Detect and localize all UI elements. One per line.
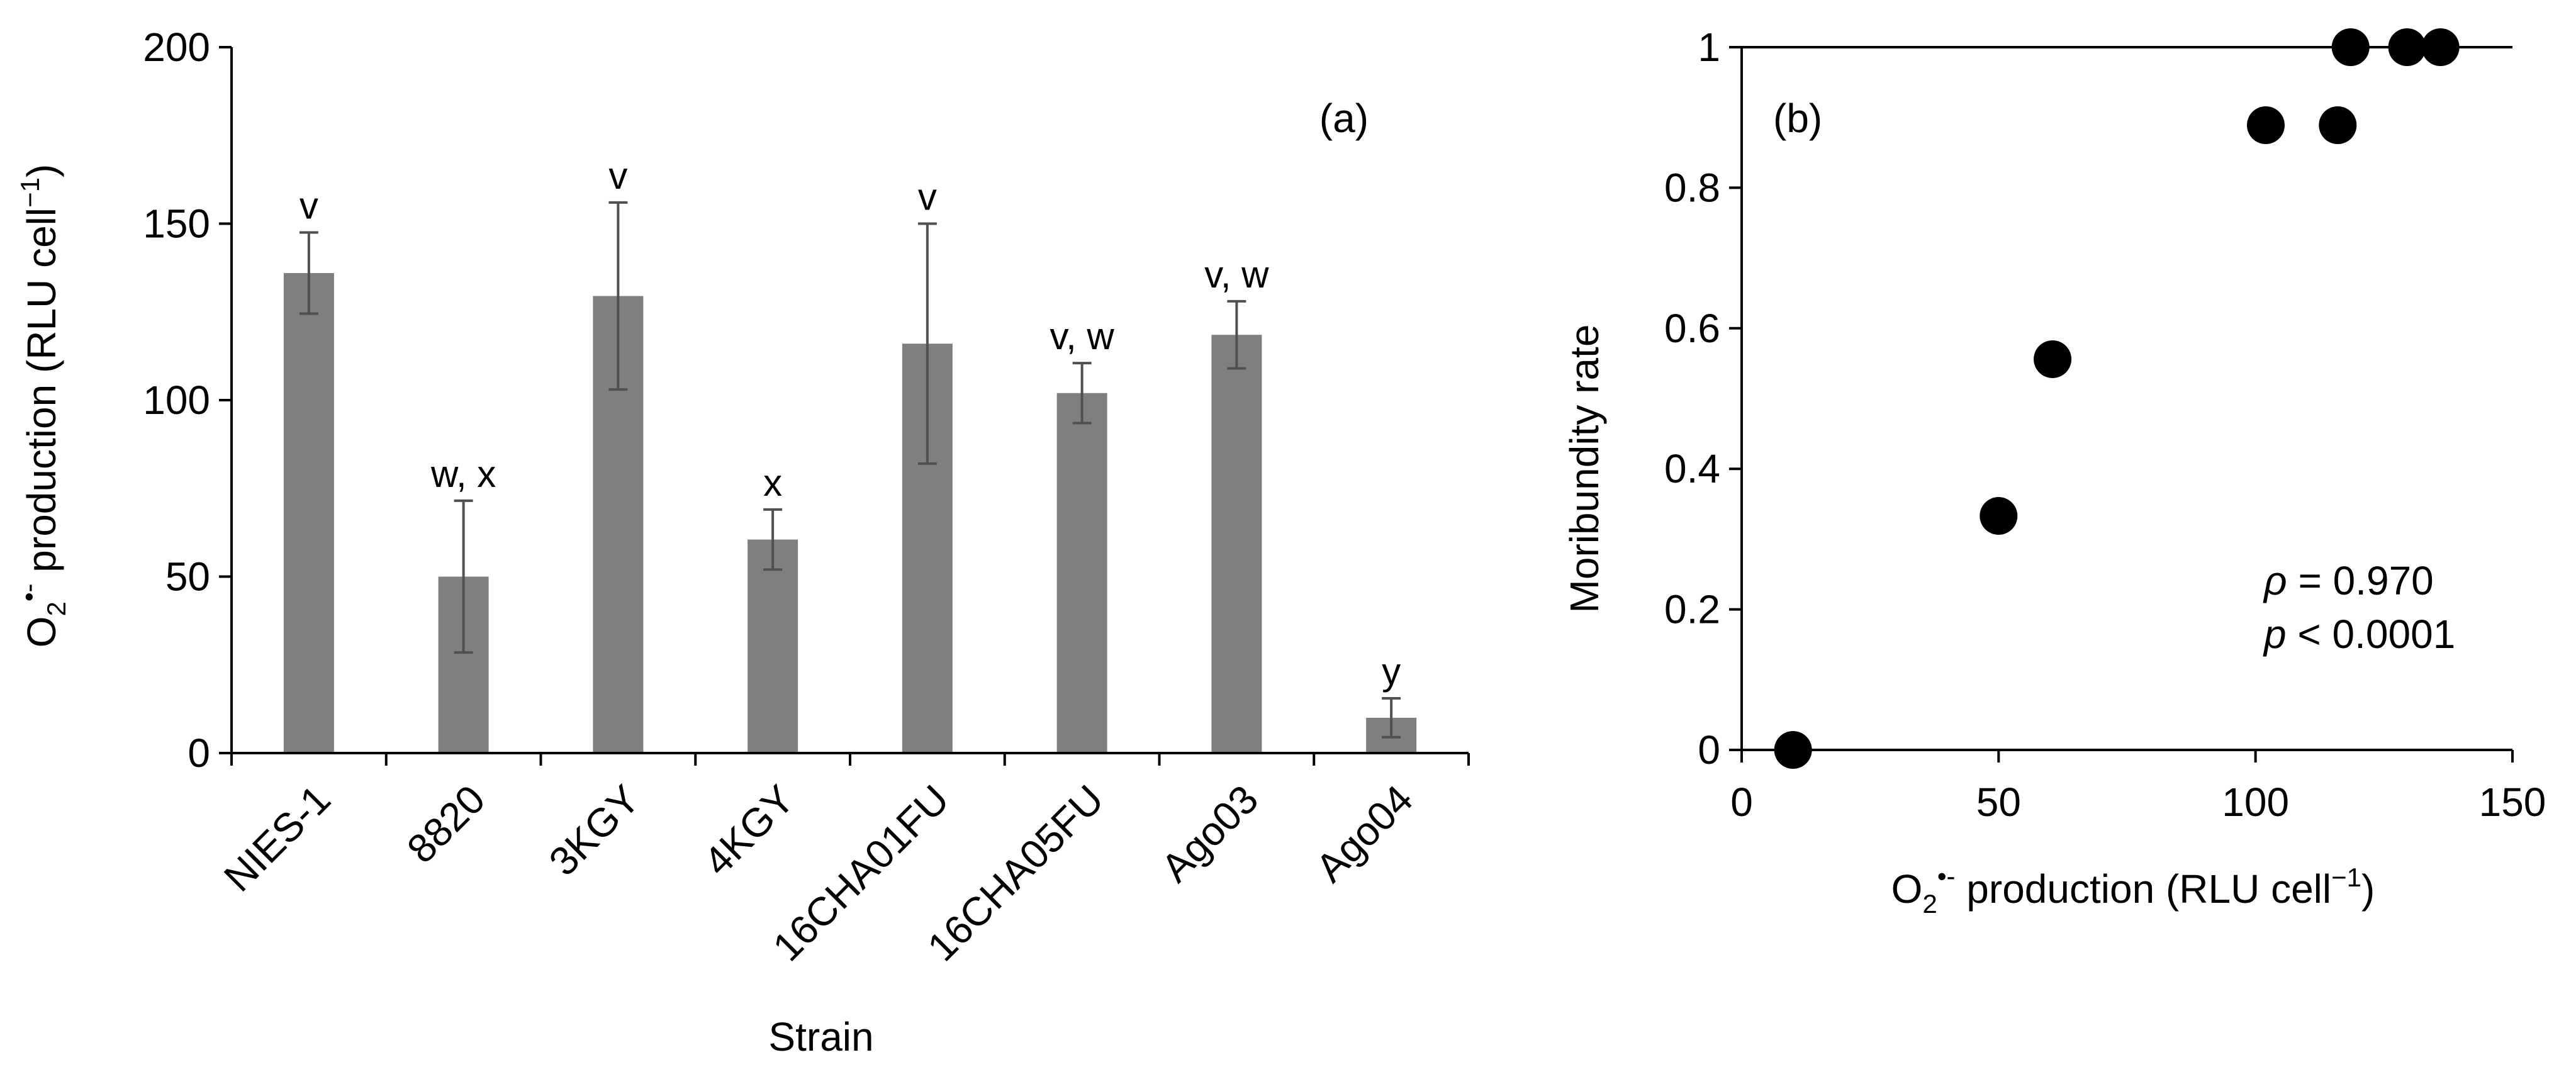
- panel-a-label: (a): [1319, 96, 1369, 141]
- y-axis-title-o: O: [19, 617, 64, 648]
- x-axis-title-text: production (RLU cell: [1956, 866, 2332, 912]
- x-tick-label: Ago04: [1307, 776, 1421, 891]
- panel-b-scatter-chart: (b) 0 50 100 150 0 0.2 0.4 0.6 0.8 1 ρ = 0.970 p…: [1562, 25, 2546, 919]
- scatter-point: [2331, 28, 2370, 66]
- y-axis-ticks: 0 0.2 0.4 0.6 0.8 1: [1664, 25, 1742, 773]
- y-tick-label: 150: [143, 201, 210, 247]
- y-axis-title-text: production (RLU cell: [19, 208, 64, 584]
- p-annotation: p < 0.0001: [2263, 612, 2455, 657]
- p-symbol: p: [2263, 612, 2287, 657]
- scatter-point: [2388, 28, 2426, 66]
- x-axis-title-subscript: 2: [1922, 889, 1937, 919]
- x-tick-label: 0: [1730, 779, 1753, 825]
- significance-label: v: [918, 176, 937, 218]
- x-axis-ticks: 0 50 100 150: [1730, 750, 2546, 825]
- y-tick-label: 50: [165, 554, 210, 600]
- error-bar-series: [299, 201, 1401, 739]
- y-tick-label: 0.4: [1664, 446, 1720, 491]
- x-tick-label: NIES-1: [215, 776, 339, 900]
- x-tick-label: Ago03: [1153, 776, 1267, 891]
- y-axis-title-superscript: •-: [14, 583, 43, 601]
- bar: [1211, 335, 1262, 753]
- x-tick-label: 3KGY: [540, 776, 649, 885]
- y-tick-label: 1: [1698, 25, 1720, 70]
- rho-value: = 0.970: [2287, 558, 2434, 603]
- scatter-point: [1980, 497, 2018, 535]
- significance-label: y: [1382, 651, 1401, 693]
- significance-label: x: [763, 462, 782, 504]
- x-tick-label: 100: [2222, 779, 2289, 825]
- x-axis-title: O2•- production (RLU cell−1): [1891, 861, 2375, 919]
- x-axis-ticks: [230, 753, 1470, 766]
- rho-symbol: ρ: [2263, 558, 2287, 603]
- y-axis-ticks: 0 50 100 150 200: [143, 25, 232, 776]
- rho-annotation: ρ = 0.970: [2263, 558, 2434, 603]
- significance-label: v: [300, 185, 318, 227]
- x-axis-title-superscript: •-: [1937, 861, 1956, 891]
- x-tick-label: 4KGY: [695, 776, 803, 885]
- y-tick-label: 0.2: [1664, 587, 1720, 632]
- significance-label: v, w: [1204, 254, 1269, 296]
- y-axis-title-unit-superscript: −1: [15, 177, 45, 208]
- x-axis-title-close: ): [2361, 866, 2375, 912]
- x-axis-title-o: O: [1891, 866, 1923, 912]
- panel-a-bar-chart: (a) v w, x v x v v, w v, w y 0 50 100 150 200 NIES-…: [14, 25, 1470, 1059]
- x-tick-label: 150: [2479, 779, 2546, 825]
- y-tick-label: 200: [143, 25, 210, 70]
- bar-series: [283, 273, 1417, 753]
- y-axis-title: O2•- production (RLU cell−1): [14, 164, 71, 648]
- y-tick-label: 0.6: [1664, 306, 1720, 351]
- scatter-point: [2247, 106, 2285, 144]
- panel-b-label: (b): [1773, 96, 1822, 141]
- y-axis-title-subscript: 2: [42, 601, 71, 616]
- y-tick-label: 0: [1698, 727, 1720, 773]
- scatter-point: [1774, 731, 1812, 769]
- bar: [283, 273, 334, 753]
- y-tick-label: 0.8: [1664, 165, 1720, 210]
- significance-label: v: [608, 155, 627, 197]
- scatter-point: [2421, 28, 2460, 66]
- y-tick-label: 100: [143, 377, 210, 423]
- scatter-point: [2034, 340, 2072, 378]
- y-tick-label: 0: [188, 730, 210, 776]
- x-axis-title: Strain: [768, 1014, 873, 1059]
- scatter-points: [1774, 28, 2460, 769]
- y-axis-title: Moribundity rate: [1562, 325, 1607, 613]
- bar: [1056, 393, 1107, 753]
- x-tick-label: 8820: [398, 776, 494, 872]
- x-axis-title-unit-superscript: −1: [2331, 863, 2361, 892]
- significance-label: w, x: [430, 453, 496, 495]
- p-value: < 0.0001: [2287, 612, 2456, 657]
- significance-label: v, w: [1050, 315, 1115, 357]
- scatter-point: [2319, 106, 2357, 144]
- x-tick-label: 50: [1976, 779, 2021, 825]
- significance-label-series: v w, x v x v v, w v, w y: [300, 155, 1401, 693]
- y-axis-title-close: ): [19, 164, 64, 177]
- bar: [748, 539, 798, 753]
